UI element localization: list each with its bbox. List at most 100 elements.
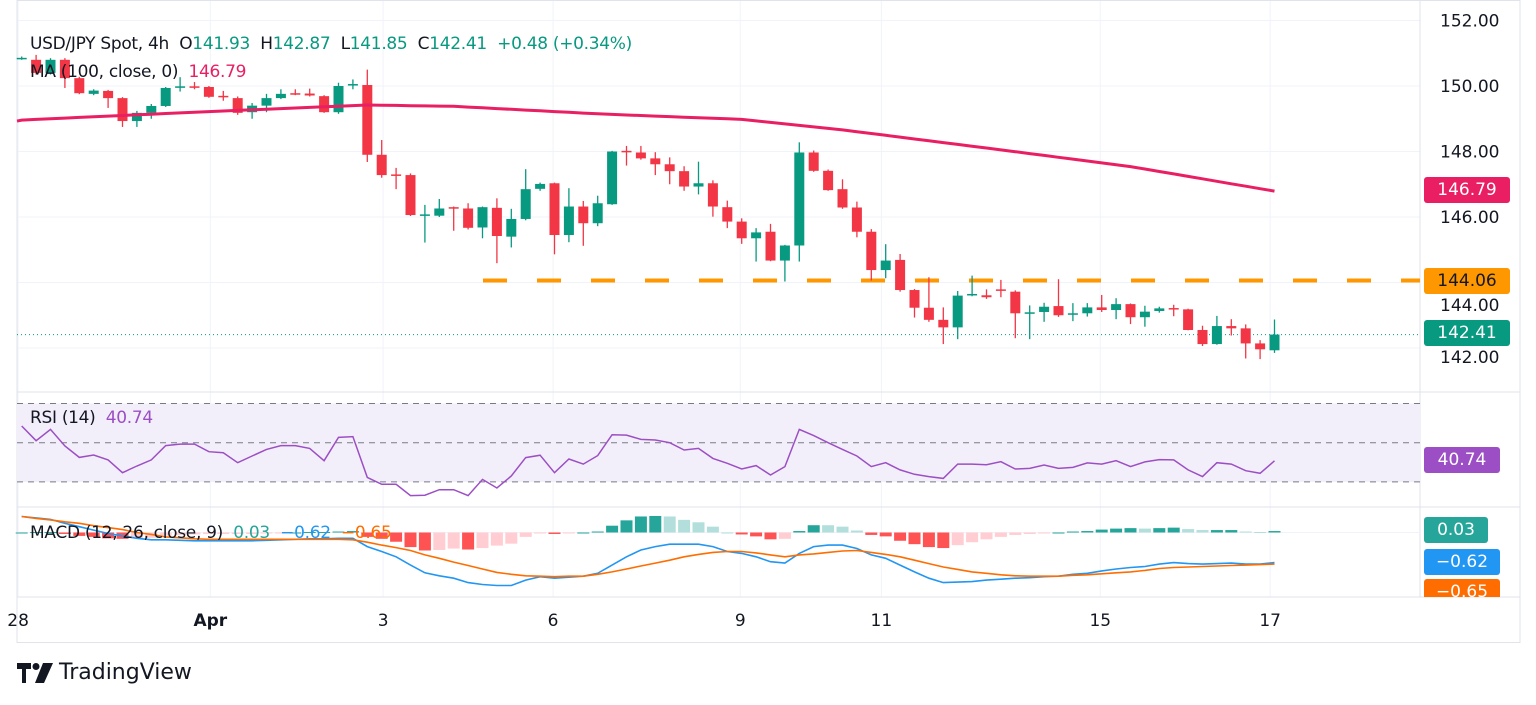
candle-body: [448, 207, 459, 209]
price-tick-label: 150.00: [1440, 77, 1499, 97]
candle-body: [1226, 326, 1237, 329]
macd-histogram-bar: [30, 532, 43, 534]
price-tick-label: 144.00: [1440, 296, 1499, 316]
macd-histogram-bar: [1268, 531, 1281, 533]
candle-body: [707, 183, 718, 207]
candle-body: [103, 90, 114, 99]
symbol-title[interactable]: USD/JPY Spot, 4h: [30, 34, 169, 54]
time-tick-label: 3: [378, 611, 389, 631]
rsi-pane: [17, 403, 1420, 497]
candle-body: [1024, 312, 1035, 314]
candle: [635, 145, 646, 160]
change-value: +0.48 (+0.34%): [497, 34, 632, 54]
macd-histogram-bar: [980, 532, 993, 540]
candle-body: [362, 85, 373, 155]
candle-body: [146, 105, 157, 113]
candle: [1226, 319, 1237, 336]
candle: [74, 76, 85, 95]
time-tick-label: 15: [1089, 611, 1111, 631]
candle: [679, 166, 690, 191]
high-value: 142.87: [272, 34, 331, 54]
macd-histogram-bar: [447, 532, 460, 549]
candle: [16, 56, 27, 60]
candle: [1024, 305, 1035, 340]
candle: [88, 89, 99, 96]
macd-legend-hist: 0.03: [233, 523, 270, 543]
close-value: 142.41: [429, 34, 487, 54]
candle: [362, 69, 373, 162]
macd-histogram-bar: [462, 532, 475, 550]
candle-body: [650, 158, 661, 165]
ma-legend[interactable]: MA (100, close, 0) 146.79: [30, 62, 246, 82]
macd-legend[interactable]: MACD (12, 26, close, 9) 0.03 −0.62 −0.65: [30, 523, 392, 543]
candle-body: [535, 183, 546, 189]
candle-body: [1139, 311, 1150, 318]
candle: [290, 89, 301, 96]
macd-histogram-bar: [706, 526, 719, 533]
macd-histogram-bar: [994, 532, 1007, 537]
candle: [938, 307, 949, 345]
candle: [650, 152, 661, 176]
candle-body: [491, 207, 502, 236]
macd-histogram-bar: [15, 532, 28, 534]
macd-hist-badge: 0.03: [1424, 517, 1488, 543]
candle-body: [275, 93, 286, 99]
candle: [218, 90, 229, 101]
candle: [304, 88, 315, 97]
macd-legend-label: MACD (12, 26, close, 9): [30, 523, 224, 543]
macd-histogram-bar: [836, 526, 849, 533]
candle: [275, 89, 286, 100]
candle-body: [218, 95, 229, 98]
candle-body: [419, 214, 430, 216]
macd-histogram-bar: [1110, 528, 1123, 533]
candle: [592, 195, 603, 227]
candle: [391, 167, 402, 190]
macd-histogram-bar: [620, 520, 633, 533]
candle-body: [290, 93, 301, 95]
candle-body: [1255, 343, 1266, 350]
low-label: L: [340, 34, 350, 54]
candle: [376, 140, 387, 178]
macd-histogram-bar: [159, 532, 172, 536]
candle-body: [794, 152, 805, 246]
macd-histogram-bar: [332, 531, 345, 533]
macd-histogram-bar: [937, 532, 950, 549]
price-pane: [16, 54, 1420, 360]
macd-histogram-bar: [894, 532, 907, 541]
candle: [837, 179, 848, 209]
macd-histogram-bar: [1239, 531, 1252, 533]
candle: [232, 96, 243, 115]
macd-legend-signal: −0.65: [340, 523, 392, 543]
price-tick-label: 142.00: [1440, 348, 1499, 368]
tradingview-logo[interactable]: TradingView: [17, 660, 192, 685]
candle-body: [909, 290, 920, 308]
candle-body: [751, 232, 762, 239]
macd-histogram-bar: [476, 532, 489, 549]
candle: [621, 145, 632, 166]
candle: [967, 275, 978, 297]
macd-histogram-bar: [1038, 532, 1051, 534]
candle-body: [1096, 307, 1107, 311]
tradingview-logo-icon: [17, 662, 53, 683]
macd-histogram-bar: [1196, 530, 1209, 533]
macd-histogram-bar: [1095, 529, 1108, 533]
macd-histogram-bar: [606, 525, 619, 533]
candle-body: [679, 171, 690, 187]
rsi-legend-value: 40.74: [105, 408, 153, 428]
macd-histogram-bar: [807, 525, 820, 533]
candle: [549, 182, 560, 255]
candle: [1269, 319, 1280, 353]
candle-body: [16, 57, 27, 60]
candle: [160, 86, 171, 107]
rsi-legend[interactable]: RSI (14) 40.74: [30, 408, 153, 428]
candle-body: [1269, 334, 1280, 351]
candle: [909, 289, 920, 318]
low-value: 141.85: [349, 34, 408, 54]
candle-body: [477, 207, 488, 228]
candle: [664, 157, 675, 185]
candle: [405, 173, 416, 217]
candle-body: [995, 289, 1006, 291]
candle-body: [88, 90, 99, 94]
macd-histogram-bar: [130, 532, 143, 539]
